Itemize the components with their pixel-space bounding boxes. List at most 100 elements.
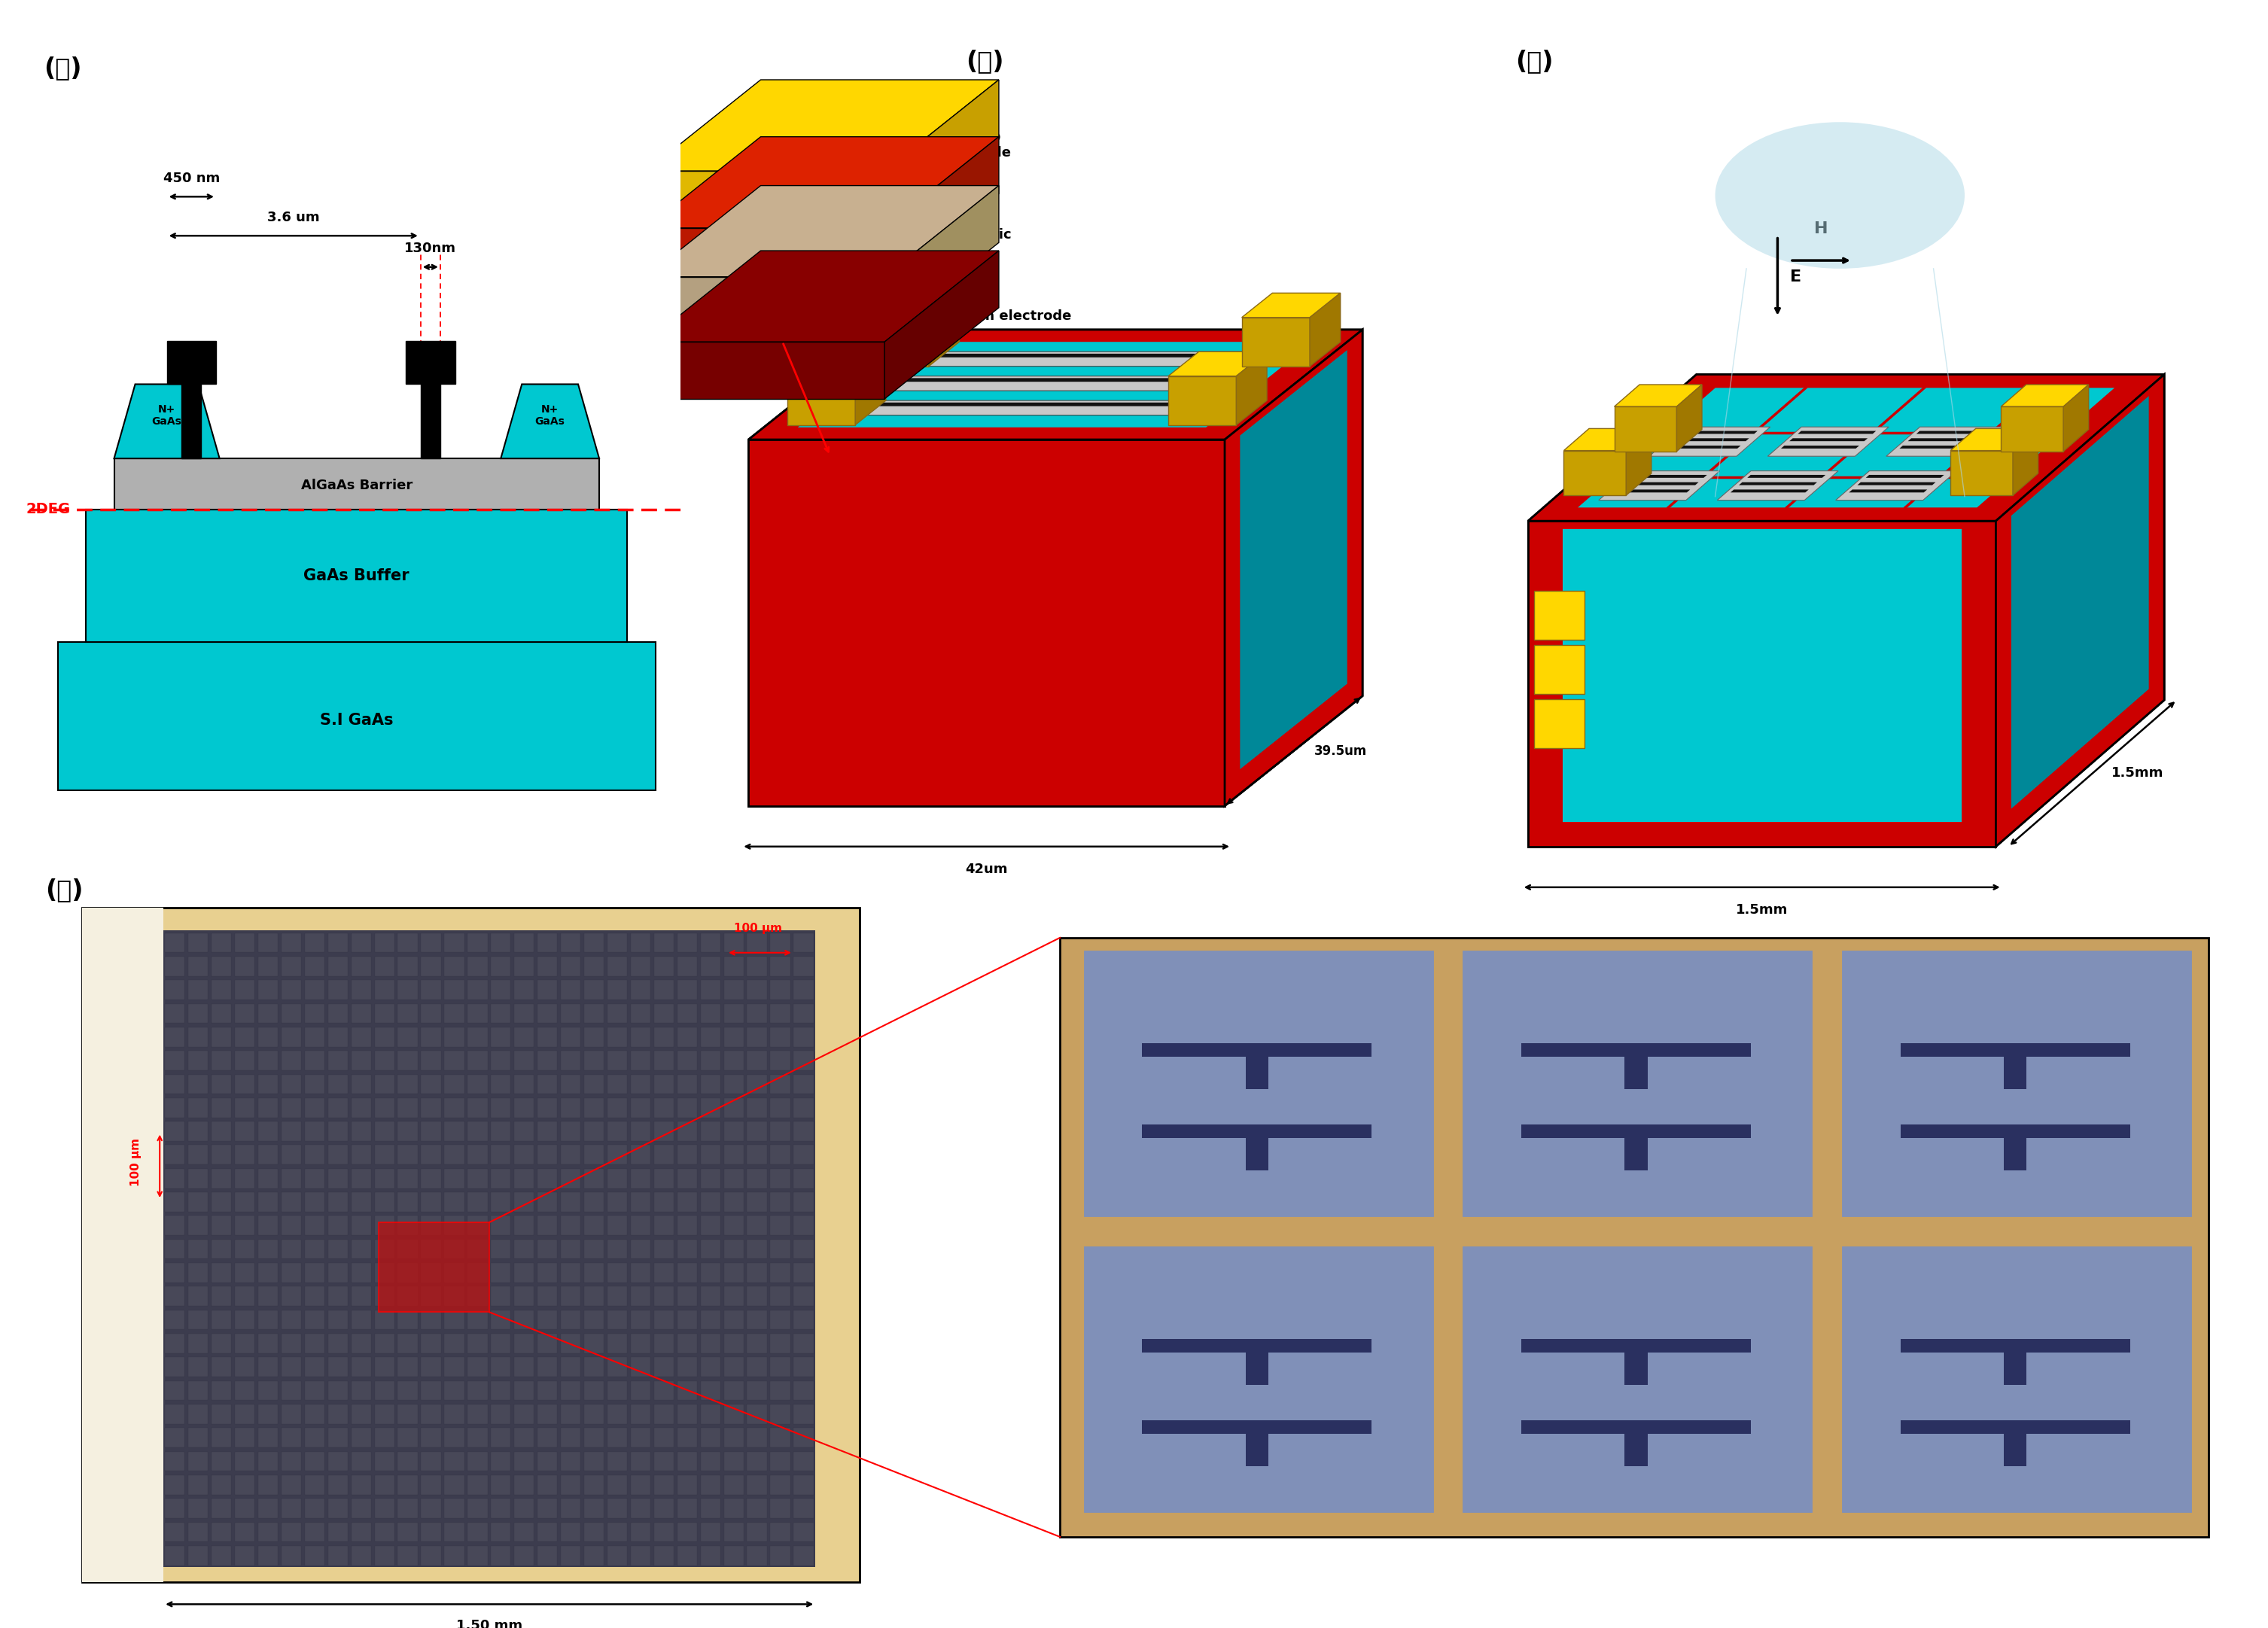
Bar: [236, 1499, 254, 1519]
Bar: [166, 1097, 184, 1117]
Bar: [374, 1405, 395, 1424]
Bar: [515, 1122, 533, 1141]
Bar: [281, 1547, 302, 1565]
Bar: [329, 1027, 347, 1047]
Bar: [538, 933, 558, 952]
Polygon shape: [1613, 490, 1690, 493]
Bar: [608, 1239, 628, 1258]
Bar: [701, 1452, 721, 1472]
Bar: [397, 1192, 417, 1211]
Text: 1.5mm: 1.5mm: [2112, 767, 2164, 780]
Bar: [304, 1144, 324, 1164]
Bar: [304, 1286, 324, 1306]
Bar: [166, 1499, 184, 1519]
Bar: [746, 1122, 767, 1141]
Bar: [374, 1381, 395, 1400]
Bar: [445, 1027, 465, 1047]
Bar: [259, 1216, 279, 1236]
Bar: [653, 957, 674, 975]
Text: N+
GaAs: N+ GaAs: [535, 404, 565, 427]
Polygon shape: [1887, 427, 2007, 456]
Bar: [560, 1169, 581, 1188]
Bar: [188, 1475, 209, 1495]
Bar: [653, 1381, 674, 1400]
Bar: [1535, 700, 1583, 749]
Bar: [422, 1452, 440, 1472]
Bar: [678, 980, 696, 1000]
Bar: [445, 1547, 465, 1565]
Bar: [329, 1144, 347, 1164]
Bar: [259, 1428, 279, 1447]
Bar: [538, 1239, 558, 1258]
Bar: [2003, 1353, 2028, 1385]
Bar: [236, 1405, 254, 1424]
Polygon shape: [862, 317, 930, 366]
Bar: [771, 1144, 789, 1164]
Bar: [211, 1263, 231, 1283]
Bar: [538, 1475, 558, 1495]
Bar: [374, 1263, 395, 1283]
Bar: [560, 1074, 581, 1094]
Bar: [701, 1358, 721, 1377]
Polygon shape: [1676, 384, 1701, 451]
Bar: [166, 1522, 184, 1542]
Bar: [166, 1475, 184, 1495]
Bar: [211, 1499, 231, 1519]
Bar: [794, 1239, 814, 1258]
Bar: [678, 1522, 696, 1542]
Bar: [422, 980, 440, 1000]
Polygon shape: [798, 342, 1313, 428]
Bar: [236, 957, 254, 975]
Bar: [490, 1547, 510, 1565]
Bar: [352, 1311, 372, 1330]
Bar: [236, 1169, 254, 1188]
Polygon shape: [1619, 482, 1699, 485]
Bar: [608, 1074, 628, 1094]
Bar: [188, 933, 209, 952]
Bar: [585, 957, 603, 975]
Bar: [281, 1333, 302, 1353]
Bar: [723, 1381, 744, 1400]
Bar: [631, 1027, 651, 1047]
Bar: [422, 1263, 440, 1283]
Polygon shape: [1789, 438, 1867, 441]
Bar: [236, 1144, 254, 1164]
Bar: [585, 1428, 603, 1447]
Bar: [490, 933, 510, 952]
Bar: [515, 1452, 533, 1472]
Bar: [608, 1097, 628, 1117]
Bar: [352, 1263, 372, 1283]
Polygon shape: [748, 330, 1363, 440]
Bar: [490, 1522, 510, 1542]
Bar: [560, 980, 581, 1000]
Bar: [678, 1050, 696, 1070]
Bar: [211, 1074, 231, 1094]
Bar: [374, 1499, 395, 1519]
Bar: [211, 1286, 231, 1306]
Polygon shape: [1996, 374, 2164, 847]
Bar: [352, 1239, 372, 1258]
Bar: [794, 1547, 814, 1565]
Bar: [1522, 1125, 1751, 1138]
Bar: [467, 1311, 488, 1330]
Bar: [2003, 1138, 2028, 1171]
Bar: [281, 933, 302, 952]
Bar: [701, 1050, 721, 1070]
Polygon shape: [1662, 446, 1740, 449]
Bar: [188, 1452, 209, 1472]
Bar: [631, 1499, 651, 1519]
Bar: [585, 1311, 603, 1330]
Bar: [2003, 1057, 2028, 1089]
Bar: [515, 1004, 533, 1022]
Bar: [422, 1547, 440, 1565]
Bar: [445, 933, 465, 952]
Bar: [236, 1358, 254, 1377]
Bar: [467, 1239, 488, 1258]
Bar: [166, 1169, 184, 1188]
Bar: [794, 1144, 814, 1164]
Bar: [422, 1050, 440, 1070]
Bar: [467, 1452, 488, 1472]
Bar: [631, 1144, 651, 1164]
Bar: [560, 933, 581, 952]
Bar: [723, 957, 744, 975]
